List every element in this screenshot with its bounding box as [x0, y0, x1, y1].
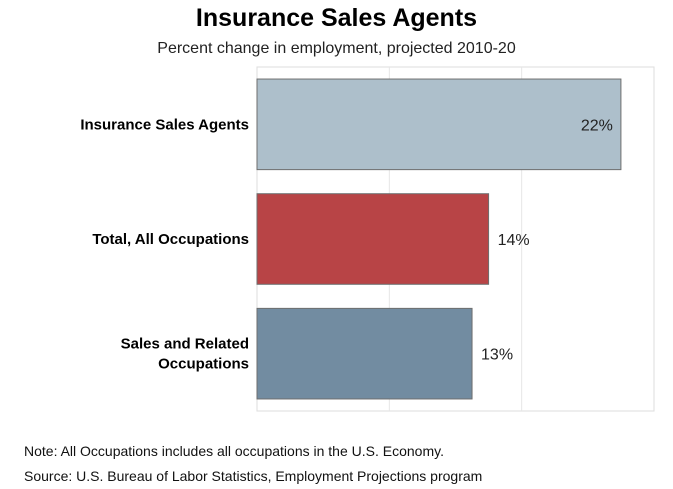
- bar-value-label: 22%: [581, 117, 613, 134]
- bar-value-label: 13%: [481, 347, 513, 364]
- chart-subtitle: Percent change in employment, projected …: [157, 40, 516, 57]
- bar: [256, 307, 473, 400]
- bar: [256, 193, 490, 285]
- chart-title: Insurance Sales Agents: [195, 4, 478, 32]
- bar: [256, 78, 622, 171]
- category-label: Total, All Occupations: [92, 231, 249, 248]
- category-label: Insurance Sales Agents: [80, 116, 249, 133]
- chart-note: Note: All Occupations includes all occup…: [24, 443, 444, 459]
- category-label: Sales and Related Occupations: [121, 336, 249, 373]
- bar-value-label: 14%: [498, 232, 530, 249]
- chart-source: Source: U.S. Bureau of Labor Statistics,…: [24, 468, 483, 484]
